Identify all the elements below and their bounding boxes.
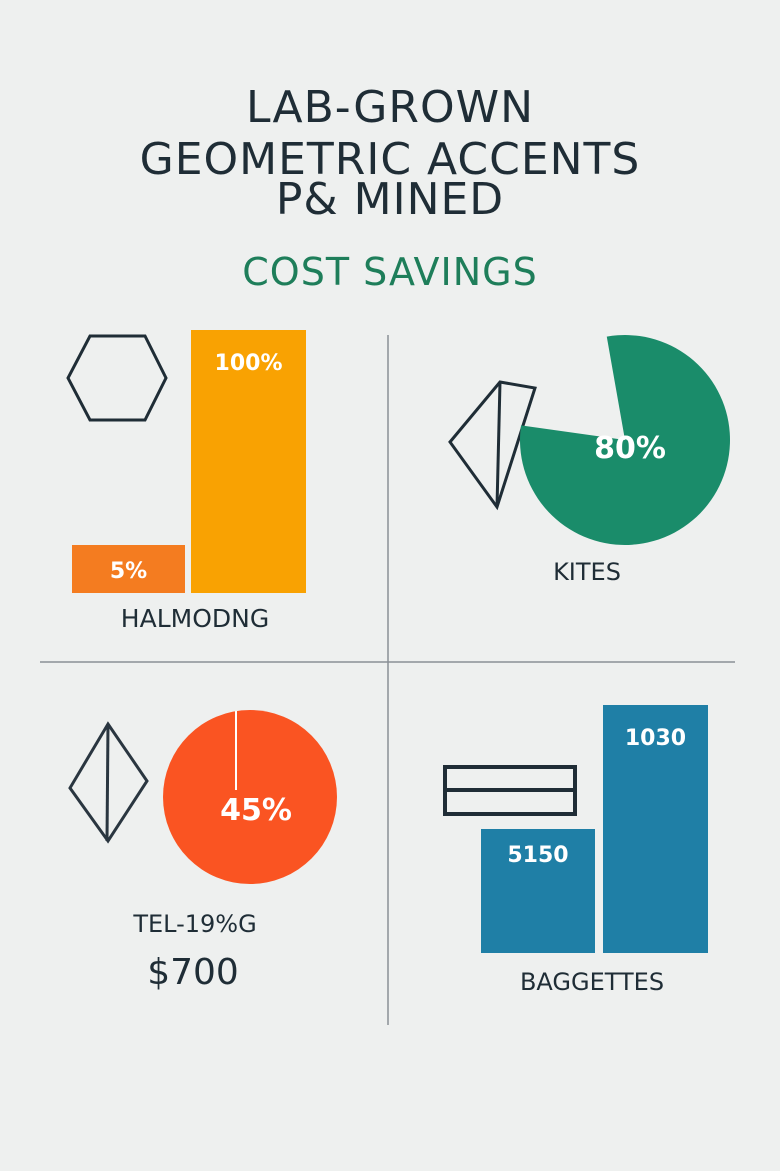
pie-label-kites: 80%: [594, 431, 666, 466]
category-label-kites: KITES: [553, 558, 621, 586]
bar-label-1: 100%: [215, 351, 283, 376]
pie-label-tel: 45%: [220, 793, 292, 828]
title-line-1: LAB-GROWN: [245, 82, 535, 133]
bar-label-0: 5%: [110, 559, 147, 584]
bar-label-0: 5150: [507, 843, 568, 868]
bar-0: [72, 545, 185, 593]
category-label-tel: TEL-19%G: [133, 910, 257, 938]
bar-1: [603, 705, 708, 953]
baguette-icon: [443, 765, 577, 816]
bar-1: [191, 330, 306, 593]
pie-tel: [163, 710, 337, 884]
category-label-halmodng: HALMODNG: [120, 604, 270, 633]
price-label: $700: [147, 952, 239, 993]
title-line-3: P& MINED: [275, 174, 505, 225]
bar-0: [481, 829, 595, 953]
subtitle: COST SAVINGS: [242, 250, 538, 294]
kite-icon: [448, 380, 537, 511]
category-label-baggettes: BAGGETTES: [519, 968, 665, 996]
title-line-2: GEOMETRIC ACCENTS: [139, 134, 641, 185]
pie-kites: [520, 335, 731, 545]
rhombus-icon: [68, 721, 149, 844]
bar-label-1: 1030: [625, 726, 686, 751]
hexagon-icon: [66, 334, 168, 422]
